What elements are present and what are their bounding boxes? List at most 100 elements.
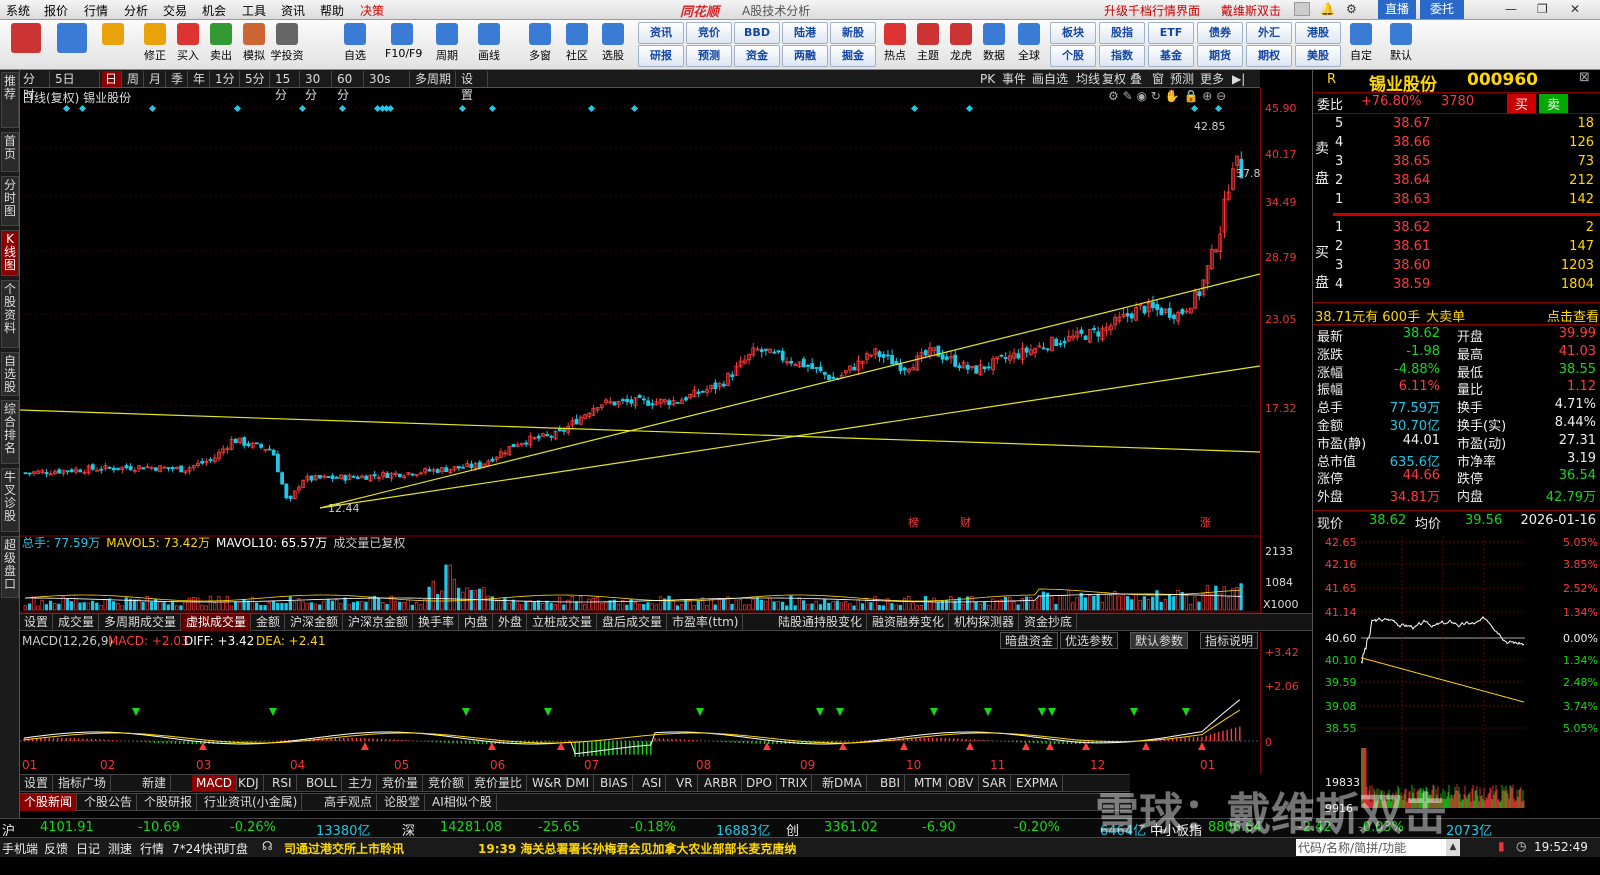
status-item-5[interactable]: 7*24快讯 — [172, 842, 225, 856]
news-tab-0[interactable]: 个股新闻 — [20, 794, 78, 811]
period-tab-11[interactable]: 60分 — [334, 71, 364, 102]
toolbar-theme-button[interactable]: 主题 — [911, 22, 945, 68]
news-ticker-2[interactable]: 19:39 海关总署署长孙梅君会见加拿大农业部部长麦克唐纳 — [478, 842, 797, 856]
toolbar-community-button[interactable]: 社区 — [560, 22, 594, 68]
ticker-market[interactable]: 沪 — [2, 824, 16, 839]
toolbar-grid2-bottom-0[interactable]: 个股 — [1050, 45, 1096, 67]
menu-system[interactable]: 系统 — [6, 4, 31, 18]
period-tab-10[interactable]: 30分 — [302, 71, 332, 102]
period-tab-9[interactable]: 15分 — [272, 71, 300, 102]
chart-tool-3[interactable]: 均线 — [1076, 72, 1101, 86]
lock-icon[interactable]: 🔒 — [1183, 89, 1199, 103]
indicator-list-tab-8[interactable]: 竞价量 — [378, 775, 424, 792]
macd-button-0[interactable]: 暗盘资金 — [1000, 632, 1059, 649]
indicator-list-tab-17[interactable]: DPO — [742, 775, 777, 792]
period-tab-1[interactable]: 5日 — [52, 71, 100, 87]
period-tab-5[interactable]: 季 — [168, 71, 188, 87]
toolbar-star-button[interactable]: 自选 — [338, 22, 372, 68]
toolbar-globe-button[interactable]: 全球 — [1012, 22, 1046, 68]
toolbar-hammer-button[interactable]: 模拟 — [237, 22, 271, 68]
sidebar-item-3[interactable]: K线图 — [1, 230, 19, 276]
buy-button[interactable]: 买 — [1507, 94, 1537, 113]
indicator-list-tab-11[interactable]: W&R — [528, 775, 567, 792]
chart-tool-1[interactable]: 事件 — [1002, 72, 1027, 86]
delegate-button[interactable]: 委托 — [1420, 0, 1464, 19]
indicator-list-tab-13[interactable]: BIAS — [596, 775, 633, 792]
live-button[interactable]: 直播 — [1378, 0, 1416, 19]
toolbar-grid2-top-1[interactable]: 股指 — [1099, 22, 1145, 44]
toolbar-grid-top-1[interactable]: 竞价 — [686, 22, 732, 44]
news-tab-2[interactable]: 个股研报 — [140, 794, 198, 811]
toolbar-grid-top-2[interactable]: BBD — [734, 22, 780, 44]
indicator-tab-4[interactable]: 金额 — [252, 614, 286, 631]
news-tab-1[interactable]: 个股公告 — [80, 794, 138, 811]
news-tab-4[interactable]: 高手观点 — [320, 794, 378, 811]
toolbar-grid-bottom-2[interactable]: 资金 — [734, 45, 780, 67]
sidebar-item-4[interactable]: 个股资料 — [1, 280, 19, 348]
chart-tool-6[interactable]: 窗 — [1152, 72, 1165, 86]
status-item-0[interactable]: 手机端 — [2, 842, 39, 856]
ticker-market[interactable]: 深 — [402, 824, 416, 839]
indicator-list-tab-21[interactable]: MTM — [910, 775, 948, 792]
indicator-list-tab-2[interactable]: 新建 — [138, 775, 172, 792]
indicator-list-tab-4[interactable]: KDJ — [234, 775, 264, 792]
status-item-1[interactable]: 反馈 — [44, 842, 69, 856]
user-name[interactable]: 戴维斯双击 — [1221, 4, 1282, 18]
toolbar-grid-bottom-1[interactable]: 预测 — [686, 45, 732, 67]
toolbar-ai-button[interactable] — [52, 22, 92, 68]
menu-news[interactable]: 资讯 — [281, 4, 306, 18]
toolbar-grid2-top-2[interactable]: ETF — [1148, 22, 1194, 44]
status-item-6[interactable]: 盯盘 — [224, 842, 249, 856]
macd-button-2[interactable]: 默认参数 — [1130, 632, 1189, 649]
sidebar-item-7[interactable]: 牛叉诊股 — [1, 468, 19, 532]
indicator-tab-13[interactable]: 陆股通持股变化 — [774, 614, 868, 631]
big-order-link[interactable]: 点击查看 — [1546, 310, 1599, 325]
ticker-market[interactable]: 中小板指 — [1150, 824, 1203, 839]
toolbar-grid2-top-5[interactable]: 港股 — [1295, 22, 1341, 44]
big-order-row[interactable]: 38.71元有 600手 大卖单 点击查看 — [1315, 306, 1599, 325]
macd-button-1[interactable]: 优选参数 — [1060, 632, 1119, 649]
toolbar-grid2-bottom-2[interactable]: 基金 — [1148, 45, 1194, 67]
chart-tool-2[interactable]: 画自选 — [1032, 72, 1069, 86]
news-tab-3[interactable]: 行业资讯(小金属) — [200, 794, 303, 811]
period-tab-13[interactable]: 多周期 — [412, 71, 456, 87]
toolbar-grid2-top-4[interactable]: 外汇 — [1246, 22, 1292, 44]
settings-icon[interactable]: ⚙ — [1108, 89, 1119, 103]
toolbar-grid2-bottom-4[interactable]: 期权 — [1246, 45, 1292, 67]
toolbar-grid-bottom-0[interactable]: 研报 — [638, 45, 684, 67]
toolbar-grid2-top-0[interactable]: 板块 — [1050, 22, 1096, 44]
menu-tools[interactable]: 工具 — [242, 4, 267, 18]
menu-decision[interactable]: 决策 — [360, 4, 385, 18]
bell-icon[interactable]: 🔔 — [1320, 2, 1335, 16]
indicator-tab-16[interactable]: 资金抄底 — [1020, 614, 1078, 631]
indicator-list-tab-22[interactable]: OBV — [944, 775, 979, 792]
indicator-list-tab-10[interactable]: 竞价量比 — [470, 775, 528, 792]
toolbar-grid-top-0[interactable]: 资讯 — [638, 22, 684, 44]
indicator-tab-9[interactable]: 外盘 — [494, 614, 528, 631]
indicator-tab-2[interactable]: 多周期成交量 — [100, 614, 182, 631]
period-tab-0[interactable]: 分时 — [20, 71, 50, 102]
toolbar-stock-pick-button[interactable]: 选股 — [596, 22, 630, 68]
toolbar-sell-button[interactable]: 卖出 — [204, 22, 238, 68]
indicator-list-tab-12[interactable]: DMI — [562, 775, 595, 792]
draw-icon[interactable]: ✎ — [1122, 89, 1133, 103]
toolbar-dragon-button[interactable]: 龙虎 — [944, 22, 978, 68]
toolbar-layout-button[interactable] — [6, 22, 46, 68]
toolbar-hot-button[interactable]: 热点 — [878, 22, 912, 68]
eye-icon[interactable]: ◉ — [1136, 89, 1147, 103]
period-tab-8[interactable]: 5分 — [242, 71, 270, 87]
refresh-icon[interactable]: ↻ — [1150, 89, 1161, 103]
sidebar-item-8[interactable]: 超级盘口 — [1, 536, 19, 598]
hand-icon[interactable]: ✋ — [1164, 89, 1180, 103]
dropdown-icon[interactable]: ▲ — [1446, 839, 1460, 856]
intraday-svg[interactable] — [1361, 536, 1525, 816]
chart-tool-0[interactable]: PK — [980, 72, 996, 86]
indicator-list-tab-6[interactable]: BOLL — [302, 775, 342, 792]
chart-tool-7[interactable]: 预测 — [1170, 72, 1195, 86]
indicator-tab-12[interactable]: 市盈率(ttm) — [668, 614, 744, 631]
indicator-tab-10[interactable]: 立桩成交量 — [528, 614, 598, 631]
indicator-list-tab-14[interactable]: ASI — [638, 775, 667, 792]
toolbar-clock-button[interactable]: 周期 — [430, 22, 464, 68]
toolbar-grid-top-3[interactable]: 陆港 — [782, 22, 828, 44]
restore-icon[interactable]: ❐ — [1537, 2, 1548, 16]
